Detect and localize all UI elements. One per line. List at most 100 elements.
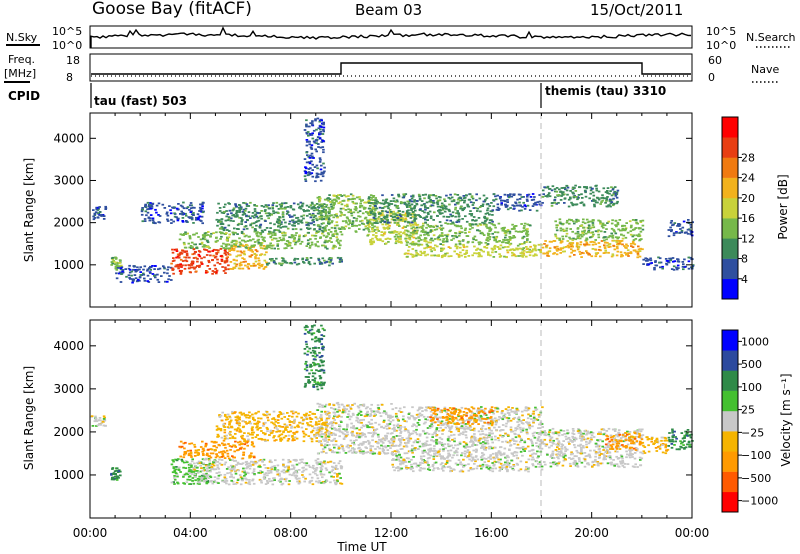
echo-cell — [617, 228, 620, 231]
echo-cell — [242, 208, 246, 211]
echo-cell — [318, 161, 322, 163]
echo-cell — [130, 270, 134, 273]
echo-cell — [516, 248, 519, 251]
echo-cell — [523, 242, 526, 245]
echo-cell — [202, 473, 205, 476]
echo-cell — [293, 224, 296, 227]
echo-cell — [570, 251, 573, 254]
echo-cell — [241, 479, 244, 482]
echo-cell — [325, 423, 328, 426]
echo-cell — [578, 186, 582, 189]
echo-cell — [207, 259, 210, 262]
echo-cell — [313, 234, 316, 237]
echo-cell — [185, 256, 188, 259]
echo-cell — [184, 441, 187, 444]
echo-cell — [486, 239, 490, 242]
echo-cell — [268, 413, 271, 416]
echo-cell — [256, 434, 259, 437]
echo-cell — [343, 194, 346, 197]
echo-cell — [258, 226, 262, 229]
echo-cell — [446, 222, 450, 225]
echo-cell — [672, 232, 676, 235]
echo-cell — [401, 210, 405, 213]
echo-cell — [197, 217, 200, 220]
echo-cell — [677, 267, 680, 269]
echo-cell — [327, 197, 330, 199]
echo-cell — [226, 413, 230, 416]
echo-cell — [615, 202, 619, 205]
echo-cell — [413, 221, 417, 224]
echo-cell — [173, 248, 177, 251]
echo-cell — [596, 252, 600, 254]
echo-cell — [266, 439, 269, 442]
echo-cell — [272, 202, 275, 204]
echo-cell — [451, 235, 454, 237]
echo-cell — [405, 210, 409, 212]
echo-cell — [231, 437, 235, 439]
echo-cell — [321, 423, 324, 425]
echo-cell — [198, 243, 202, 245]
echo-cell — [303, 158, 307, 160]
echo-cell — [200, 261, 203, 264]
echo-cell — [155, 211, 158, 214]
echo-cell — [144, 205, 147, 208]
echo-cell — [304, 171, 307, 173]
echo-cell — [204, 444, 208, 446]
echo-cell — [220, 260, 224, 262]
echo-cell — [570, 201, 573, 204]
echo-cell — [333, 227, 337, 229]
echo-cell — [297, 219, 300, 221]
echo-cell — [291, 412, 295, 415]
echo-cell — [444, 252, 447, 255]
echo-cell — [321, 146, 325, 148]
echo-cell — [316, 458, 320, 460]
echo-cell — [627, 255, 630, 257]
echo-cell — [219, 474, 223, 476]
echo-cell — [338, 261, 342, 263]
echo-cell — [489, 228, 493, 230]
echo-cell — [248, 481, 251, 483]
echo-cell — [602, 252, 606, 254]
echo-cell — [336, 474, 339, 476]
echo-cell — [146, 274, 150, 277]
echo-cell — [275, 221, 279, 224]
echo-cell — [393, 204, 397, 207]
echo-cell — [202, 478, 206, 480]
echo-cell — [95, 208, 98, 211]
echo-cell — [182, 241, 186, 244]
echo-cell — [292, 472, 295, 475]
echo-cell — [248, 420, 251, 423]
echo-cell — [325, 204, 329, 206]
echo-cell — [266, 428, 269, 430]
echo-cell — [293, 222, 296, 225]
echo-cell — [185, 220, 188, 223]
echo-cell — [439, 205, 442, 208]
echo-cell — [610, 235, 614, 238]
echo-cell — [661, 267, 664, 270]
echo-cell — [315, 383, 318, 385]
echo-cell — [516, 244, 520, 247]
echo-cell — [262, 458, 266, 461]
echo-cell — [464, 256, 467, 258]
echo-cell — [392, 197, 396, 200]
echo-cell — [236, 233, 239, 235]
echo-cell — [318, 375, 322, 377]
echo-cell — [318, 356, 322, 359]
echo-cell — [228, 250, 231, 252]
echo-cell — [308, 347, 311, 350]
echo-cell — [218, 231, 222, 233]
echo-cell — [555, 187, 559, 189]
echo-cell — [248, 479, 251, 481]
echo-cell — [207, 250, 210, 253]
echo-cell — [320, 324, 323, 327]
echo-cell — [278, 263, 282, 265]
echo-cell — [329, 460, 332, 463]
echo-cell — [486, 207, 490, 210]
echo-cell — [188, 483, 191, 485]
echo-cell — [396, 217, 400, 219]
echo-cell — [232, 249, 236, 252]
echo-cell — [242, 261, 246, 263]
echo-cell — [475, 199, 478, 202]
echo-cell — [184, 467, 188, 469]
